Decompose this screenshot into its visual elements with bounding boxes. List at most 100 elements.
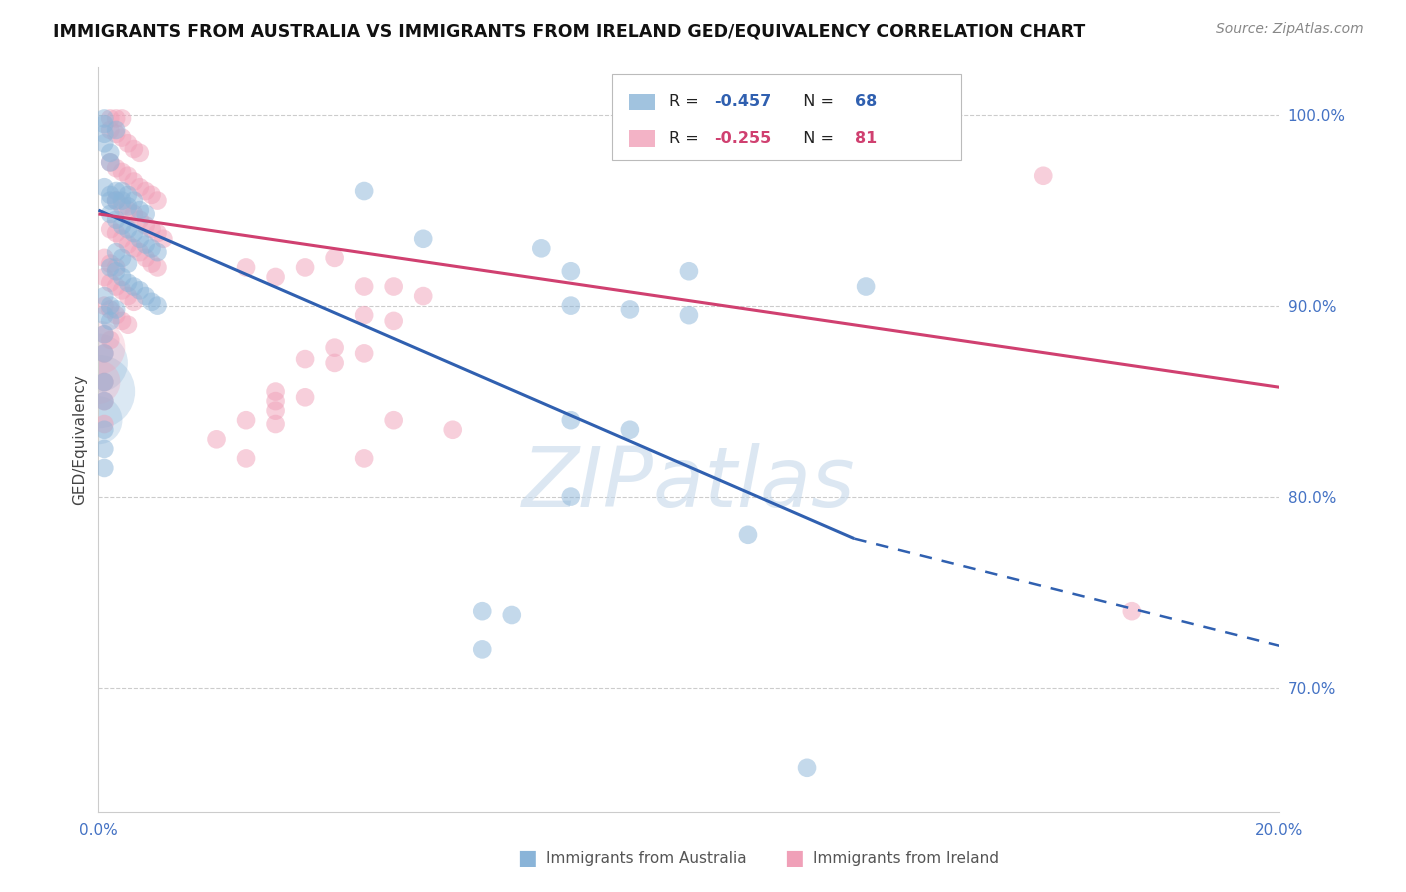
Text: 81: 81 bbox=[855, 131, 877, 146]
Point bbox=[87, 341, 110, 355]
Point bbox=[117, 203, 139, 218]
Text: -0.457: -0.457 bbox=[714, 95, 770, 109]
Point bbox=[235, 451, 257, 466]
Point bbox=[135, 237, 157, 252]
Point bbox=[93, 270, 115, 285]
Text: Immigrants from Ireland: Immigrants from Ireland bbox=[813, 851, 998, 865]
Point bbox=[117, 136, 139, 151]
Point bbox=[560, 299, 582, 313]
Point bbox=[105, 264, 128, 278]
Point bbox=[93, 375, 115, 389]
Point bbox=[855, 279, 877, 293]
Point bbox=[141, 241, 163, 255]
Point bbox=[117, 276, 139, 290]
Point bbox=[128, 212, 150, 227]
Point bbox=[382, 314, 405, 328]
Point bbox=[93, 251, 115, 265]
Point bbox=[117, 318, 139, 332]
Point bbox=[98, 276, 121, 290]
Point bbox=[146, 260, 169, 275]
Point bbox=[264, 417, 287, 431]
Point bbox=[111, 232, 134, 246]
Point bbox=[122, 142, 145, 156]
Point bbox=[98, 123, 121, 137]
Point bbox=[122, 241, 145, 255]
Point bbox=[105, 161, 128, 175]
Point bbox=[87, 375, 110, 389]
Point bbox=[737, 528, 759, 542]
Point bbox=[111, 130, 134, 145]
Point bbox=[141, 257, 163, 271]
Point bbox=[353, 451, 375, 466]
Point bbox=[122, 207, 145, 221]
Point bbox=[128, 283, 150, 297]
Point bbox=[117, 237, 139, 252]
Point bbox=[471, 604, 494, 618]
Point bbox=[264, 384, 287, 399]
Point bbox=[141, 294, 163, 309]
Point bbox=[128, 145, 150, 160]
Point bbox=[117, 169, 139, 183]
Point bbox=[98, 222, 121, 236]
Text: R =: R = bbox=[669, 131, 704, 146]
Point bbox=[146, 194, 169, 208]
Point bbox=[353, 346, 375, 360]
Point bbox=[146, 226, 169, 240]
Bar bbox=[628, 130, 655, 147]
Point bbox=[98, 257, 121, 271]
Point bbox=[98, 333, 121, 347]
Point bbox=[146, 245, 169, 260]
Point bbox=[122, 174, 145, 188]
Point bbox=[105, 184, 128, 198]
Bar bbox=[612, 74, 960, 160]
Text: IMMIGRANTS FROM AUSTRALIA VS IMMIGRANTS FROM IRELAND GED/EQUIVALENCY CORRELATION: IMMIGRANTS FROM AUSTRALIA VS IMMIGRANTS … bbox=[53, 22, 1085, 40]
Point bbox=[105, 245, 128, 260]
Point bbox=[111, 165, 134, 179]
Point bbox=[619, 423, 641, 437]
Point bbox=[105, 302, 128, 317]
Point bbox=[98, 112, 121, 126]
Point bbox=[135, 207, 157, 221]
Point bbox=[128, 232, 150, 246]
Point bbox=[98, 302, 121, 317]
Point bbox=[111, 270, 134, 285]
Point bbox=[93, 127, 115, 141]
Point bbox=[93, 289, 115, 303]
Point bbox=[105, 279, 128, 293]
Point bbox=[323, 251, 346, 265]
Point bbox=[93, 394, 115, 409]
Y-axis label: GED/Equivalency: GED/Equivalency bbox=[72, 374, 87, 505]
Point bbox=[93, 327, 115, 342]
Point bbox=[294, 352, 316, 367]
Point bbox=[87, 356, 110, 370]
Point bbox=[93, 136, 115, 151]
Point bbox=[111, 219, 134, 233]
Point bbox=[117, 187, 139, 202]
Point bbox=[105, 226, 128, 240]
Point bbox=[105, 308, 128, 322]
Point bbox=[619, 302, 641, 317]
Point bbox=[93, 308, 115, 322]
Point bbox=[117, 257, 139, 271]
Point bbox=[560, 490, 582, 504]
Point bbox=[105, 194, 128, 208]
Point bbox=[471, 642, 494, 657]
Text: N =: N = bbox=[793, 131, 839, 146]
Point bbox=[264, 394, 287, 409]
Point bbox=[93, 112, 115, 126]
Point bbox=[105, 112, 128, 126]
Point bbox=[678, 308, 700, 322]
Point bbox=[264, 270, 287, 285]
Point bbox=[93, 327, 115, 342]
Point bbox=[93, 461, 115, 475]
Point bbox=[98, 314, 121, 328]
Point bbox=[235, 260, 257, 275]
Point bbox=[353, 279, 375, 293]
Point bbox=[294, 260, 316, 275]
Point bbox=[93, 394, 115, 409]
Point bbox=[111, 112, 134, 126]
Point bbox=[560, 264, 582, 278]
Point bbox=[93, 346, 115, 360]
Point bbox=[111, 283, 134, 297]
Point bbox=[93, 346, 115, 360]
